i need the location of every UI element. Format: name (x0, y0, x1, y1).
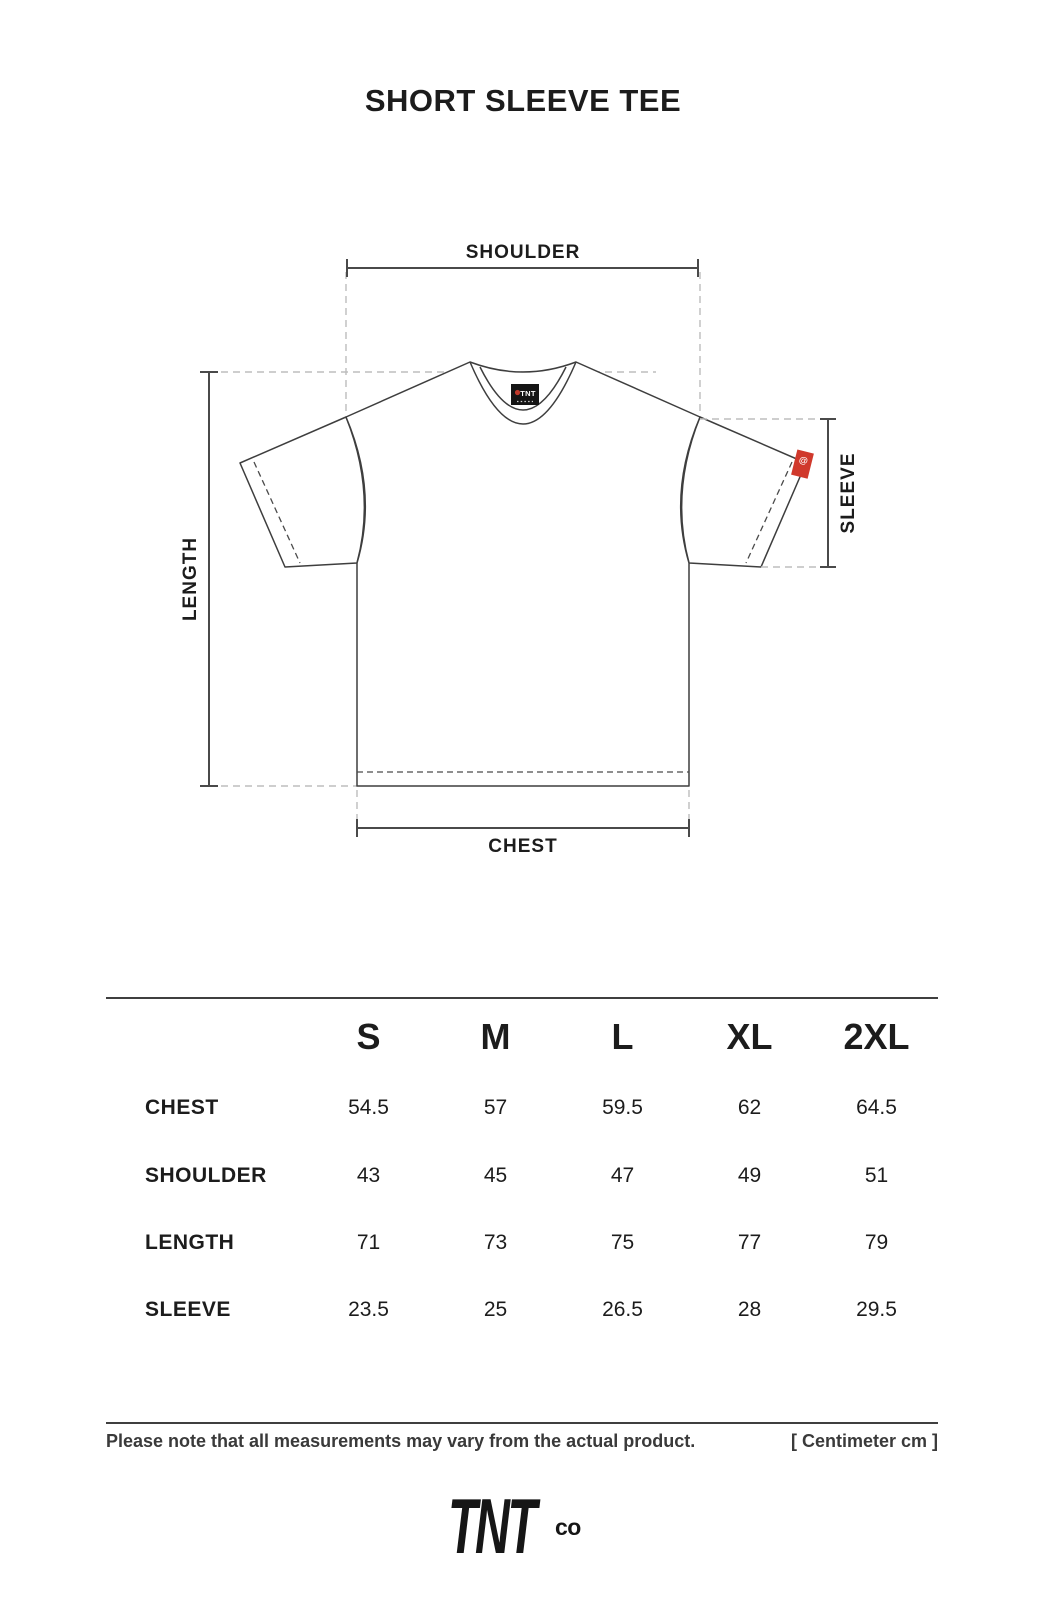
sleeve-label: SLEEVE (838, 453, 859, 534)
brand-logo: TNT co (448, 1490, 582, 1560)
table-bottom-rule (106, 1422, 938, 1424)
length-label: LENGTH (180, 537, 201, 621)
value-cell: 77 (737, 1231, 762, 1254)
stitch-lines (253, 461, 793, 773)
size-header-row: S M L XL 2XL (106, 1012, 940, 1062)
row-label: LENGTH (145, 1231, 235, 1254)
table-row-chest: CHEST 54.5 57 59.5 62 64.5 (106, 1083, 940, 1133)
value-cell: 45 (483, 1164, 508, 1187)
value-cell: 62 (737, 1096, 762, 1119)
size-column-header-2xl: 2XL (843, 1016, 910, 1057)
sleeve-tag: @ (791, 449, 814, 479)
tee-measurement-diagram: TNT @ SHOULDER CHEST LENGTH (180, 242, 859, 857)
value-cell: 71 (356, 1231, 381, 1254)
value-cell: 73 (483, 1231, 508, 1254)
footer: Please note that all measurements may va… (106, 1431, 938, 1452)
logo-main: TNT (448, 1490, 541, 1560)
table-top-rule (106, 997, 938, 999)
collar-tag-text: TNT (520, 389, 536, 398)
size-column-header-m: M (480, 1016, 511, 1057)
row-label: SLEEVE (145, 1298, 231, 1321)
value-cell: 75 (610, 1231, 635, 1254)
size-column-header-l: L (611, 1016, 634, 1057)
value-cell: 23.5 (348, 1298, 389, 1321)
value-cell: 49 (737, 1164, 762, 1187)
value-cell: 64.5 (856, 1096, 897, 1119)
measurement-note: Please note that all measurements may va… (106, 1431, 696, 1451)
unit-note: [ Centimeter cm ] (790, 1431, 938, 1451)
size-column-header-s: S (356, 1016, 381, 1057)
value-cell: 79 (864, 1231, 889, 1254)
sleeve-tag-symbol: @ (798, 454, 809, 466)
value-cell: 59.5 (602, 1096, 643, 1119)
shirt-outline (239, 361, 807, 787)
logo-suffix: co (555, 1514, 581, 1540)
shoulder-label: SHOULDER (466, 242, 581, 263)
dimension-labels: SHOULDER CHEST LENGTH SLEEVE (180, 242, 859, 857)
value-cell: 25 (483, 1298, 508, 1321)
value-cell: 54.5 (348, 1096, 389, 1119)
chest-label: CHEST (488, 836, 557, 857)
table-row-length: LENGTH 71 73 75 77 79 (106, 1218, 940, 1268)
dimension-lines (200, 259, 836, 837)
table-row-shoulder: SHOULDER 43 45 47 49 51 (106, 1151, 940, 1201)
value-cell: 47 (610, 1164, 635, 1187)
collar-tag-dot (514, 389, 521, 396)
value-cell: 26.5 (602, 1298, 643, 1321)
row-label: SHOULDER (145, 1164, 267, 1187)
value-cell: 28 (737, 1298, 762, 1321)
collar-brand-tag: TNT (511, 384, 539, 405)
value-cell: 57 (483, 1096, 508, 1119)
value-cell: 51 (864, 1164, 889, 1187)
row-label: CHEST (145, 1096, 219, 1119)
value-cell: 43 (356, 1164, 381, 1187)
table-row-sleeve: SLEEVE 23.5 25 26.5 28 29.5 (106, 1285, 940, 1335)
page-title: SHORT SLEEVE TEE (364, 83, 682, 118)
size-column-header-xl: XL (726, 1016, 773, 1057)
value-cell: 29.5 (856, 1298, 897, 1321)
